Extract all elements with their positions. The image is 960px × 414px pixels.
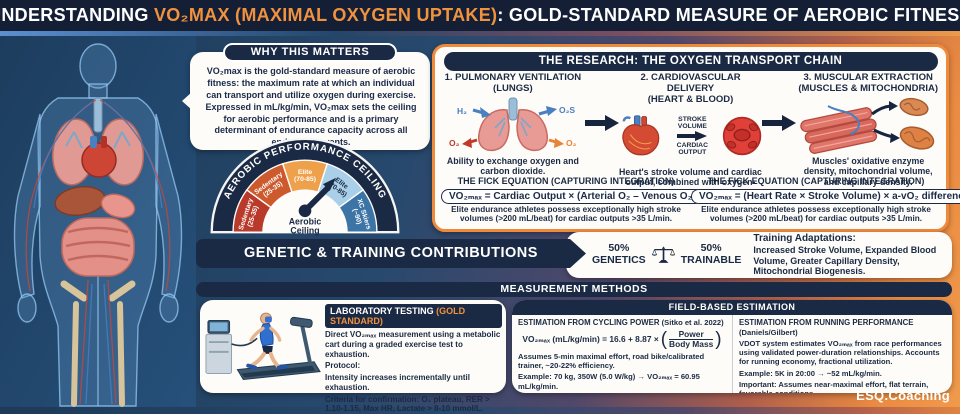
fick-right-title: THE FICK EQUATION (CAPTURING INTEGRATION… (691, 176, 941, 186)
lab-criteria: Criteria for confirmation: O₂ plateau, R… (325, 395, 502, 414)
heart-flow-labels: STROKE VOLUME CARDIAC OUTPUT (664, 116, 720, 157)
laboratory-testing-title: LABORATORY TESTING (GOLD STANDARD) (325, 304, 502, 328)
anatomy-illustration (0, 36, 196, 407)
label-o2-right: O₂ (566, 138, 577, 148)
cycling-example: Example: 70 kg, 350W (5.0 W/kg) → VO₂ₘₐₓ… (518, 372, 726, 391)
mito-arrow-2 (874, 130, 900, 143)
cycling-heading: ESTIMATION FROM CYCLING POWER (Sitko et … (518, 318, 726, 328)
o2-right-arrow (549, 138, 564, 148)
fick-left-note: Elite endurance athletes possess excepti… (441, 205, 691, 224)
mitochondrion-small (899, 96, 930, 117)
treadmill-illustration (204, 304, 322, 388)
oxygen-transport-steps: 1. PULMONARY VENTILATION(LUNGS) H₂ O₂S (439, 73, 942, 176)
laboratory-testing-box: LABORATORY TESTING (GOLD STANDARD) Direc… (200, 300, 506, 393)
page-title: UNDERSTANDING VO₂MAX (MAXIMAL OXYGEN UPT… (0, 5, 960, 26)
brand-watermark: ESQ.Coaching (856, 388, 950, 403)
lab-protocol: Intensity increases incrementally until … (325, 373, 502, 393)
label-o2-left: O₂ (449, 138, 460, 148)
training-adaptations: Training Adaptations: Increased Stroke V… (753, 233, 944, 277)
heart-organ (82, 143, 116, 177)
chain-arrow-2 (762, 115, 796, 131)
running-heading: ESTIMATION FROM RUNNING PERFORMANCE (Dan… (739, 318, 946, 337)
fick-right-equation: VO₂ₘₐₓ = (Heart Rate × Stroke Volume) × … (691, 189, 960, 204)
cardiac-output-label: CARDIAC OUTPUT (664, 142, 720, 156)
balance-scale-icon (652, 235, 675, 275)
lab-intro: Direct VO₂ₘₐₓ measurement using a metabo… (325, 330, 502, 359)
cycling-assumptions: Assumes 5-min maximal effort, road bike/… (518, 352, 726, 371)
header-gradient-divider (0, 31, 960, 36)
trainable-share: 50%TRAINABLE (681, 243, 742, 266)
stroke-volume-label: STROKE VOLUME (664, 116, 720, 130)
field-estimation-title: FIELD-BASED ESTIMATION (512, 300, 952, 315)
running-example: Example: 5K in 20:00 → ~52 mL/kg/min. (739, 369, 946, 378)
step-pulmonary-ventilation: 1. PULMONARY VENTILATION(LUNGS) H₂ O₂S (441, 73, 585, 177)
step1-heading: 1. PULMONARY VENTILATION(LUNGS) (441, 73, 585, 95)
intestines-organ (62, 218, 134, 276)
mitochondrion-large (898, 123, 937, 153)
research-panel: THE RESEARCH: THE OXYGEN TRANSPORT CHAIN… (432, 44, 949, 232)
step2-heading: 2. CARDIOVASCULAR DELIVERY(HEART & BLOOD… (619, 73, 763, 106)
label-o2s: O₂S (559, 105, 575, 115)
stroke-cardiac-arrow (677, 131, 707, 141)
research-title: THE RESEARCH: THE OXYGEN TRANSPORT CHAIN (444, 52, 938, 71)
step-muscular-extraction: 3. MUSCULAR EXTRACTION(MUSCLES & MITOCHO… (796, 73, 940, 187)
cycling-estimation-column: ESTIMATION FROM CYCLING POWER (Sitko et … (512, 315, 732, 393)
co2-out-arrow (539, 106, 557, 116)
training-adaptations-title: Training Adaptations: (753, 233, 944, 245)
fick-equations: THE FICK EQUATION (CAPTURING INTEGRATION… (439, 176, 942, 224)
running-estimation-column: ESTIMATION FROM RUNNING PERFORMANCE (Dan… (732, 315, 952, 393)
fick-equation-left: THE FICK EQUATION (CAPTURING INTEGRATION… (441, 176, 691, 224)
heart-illustration (619, 111, 663, 161)
fick-right-note: Elite endurance athletes possess excepti… (691, 205, 941, 224)
label-h2: H₂ (457, 106, 467, 116)
fick-left-equation: VO₂ₘₐₓ = Cardiac Output × (Arterial O₂ –… (441, 189, 703, 204)
fick-equation-right: THE FICK EQUATION (CAPTURING INTEGRATION… (691, 176, 941, 224)
chain-arrow-1 (585, 115, 619, 131)
blood-cell-illustration (722, 114, 762, 158)
why-text-lead: VO₂max is the (207, 66, 271, 76)
step3-heading: 3. MUSCULAR EXTRACTION(MUSCLES & MITOCHO… (796, 73, 940, 95)
field-estimation-box: FIELD-BASED ESTIMATION ESTIMATION FROM C… (512, 300, 952, 393)
o2-left-arrow (462, 138, 477, 148)
mito-arrow-1 (872, 101, 898, 114)
running-body: VDOT system estimates VO₂ₘₐₓ from race p… (739, 339, 946, 367)
fick-left-title: THE FICK EQUATION (CAPTURING INTEGRATION… (441, 176, 691, 186)
step1-caption: Ability to exchange oxygen and carbon di… (441, 156, 585, 177)
figure-head (80, 44, 116, 88)
page-title-highlight: VO₂MAX (MAXIMAL OXYGEN UPTAKE) (154, 5, 497, 25)
lungs-illustration: H₂ O₂S O₂ O₂ (447, 96, 579, 154)
measurement-methods-banner: MEASUREMENT METHODS (196, 282, 952, 297)
why-this-matters-title: WHY THIS MATTERS (223, 43, 397, 62)
aerobic-ceiling-gauge: AEROBIC PERFORMANCE CEILING Sedentary(25… (198, 135, 412, 238)
cycling-formula: VO₂ₘₐₓ (mL/kg/min) = 16.6 + 8.87 × ( Pow… (518, 330, 726, 349)
training-adaptations-body: Increased Stroke Volume, Expanded Blood … (753, 245, 944, 277)
contributions-banner: GENETIC & TRAINING CONTRIBUTIONS (196, 239, 586, 268)
muscle-mitochondria-illustration (798, 96, 938, 154)
contributions-box: 50%GENETICS 50%TRAINABLE Training Adapta… (566, 232, 952, 278)
lab-protocol-label: Protocol: (325, 361, 502, 371)
why-box-pointer (182, 92, 192, 110)
header-bar: UNDERSTANDING VO₂MAX (MAXIMAL OXYGEN UPT… (0, 0, 960, 31)
genetics-share: 50%GENETICS (592, 243, 646, 266)
